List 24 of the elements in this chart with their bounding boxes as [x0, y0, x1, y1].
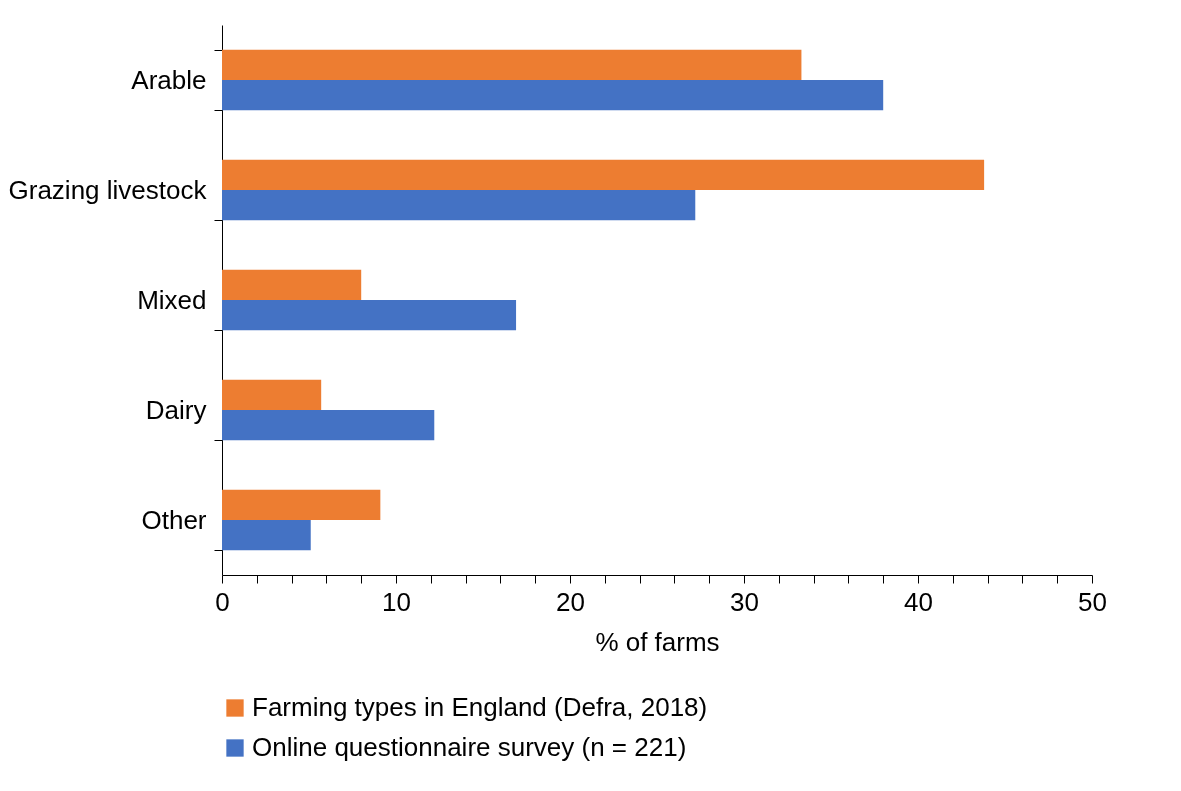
x-tick-label: 20 — [556, 586, 585, 617]
x-tick-label: 50 — [1078, 586, 1107, 617]
legend-label: Farming types in England (Defra, 2018) — [252, 692, 708, 722]
x-axis-title: % of farms — [595, 626, 720, 657]
bar — [222, 520, 311, 551]
bar — [222, 269, 362, 300]
x-tick-label: 30 — [730, 586, 759, 617]
y-tick-label: Arable — [131, 64, 207, 95]
x-tick-label: 40 — [904, 586, 933, 617]
bar — [222, 300, 517, 331]
x-tick-label: 10 — [382, 586, 411, 617]
y-tick-label: Other — [141, 504, 207, 535]
x-tick-label: 0 — [215, 586, 230, 617]
bar — [222, 489, 381, 520]
y-tick-label: Dairy — [145, 394, 207, 425]
bar — [222, 80, 884, 111]
y-tick-label: Grazing livestock — [8, 174, 208, 205]
bar — [222, 49, 802, 80]
legend-label: Online questionnaire survey (n = 221) — [252, 732, 687, 762]
y-tick-label: Mixed — [137, 284, 207, 315]
bar — [222, 410, 435, 441]
bar — [222, 159, 985, 190]
bar — [222, 379, 322, 410]
bar — [222, 190, 696, 221]
